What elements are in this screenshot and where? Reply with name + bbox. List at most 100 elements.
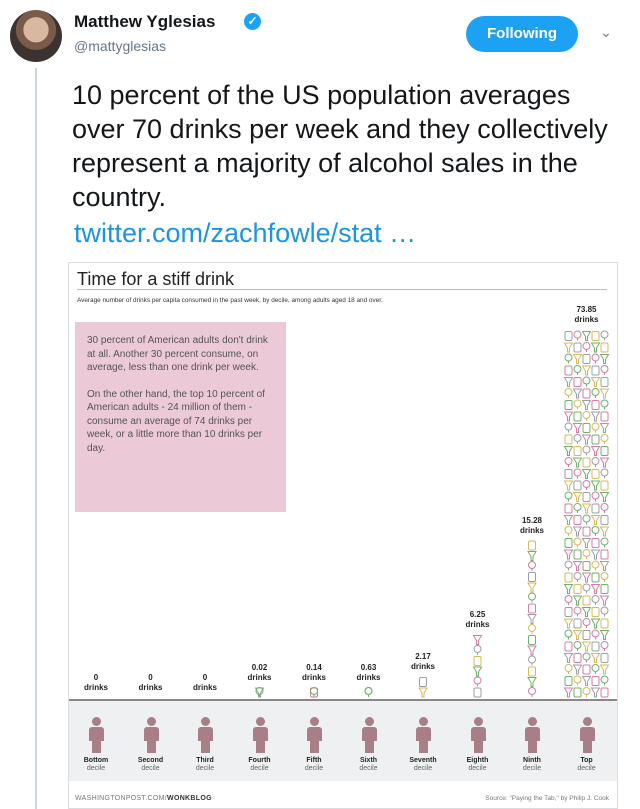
drink-glyph	[563, 687, 574, 698]
drink-glyph	[590, 446, 601, 456]
value-label: 0.63 drinks	[356, 662, 381, 682]
chart-image-card[interactable]: Time for a stiff drink Average number of…	[68, 262, 618, 809]
drink-glyph	[564, 595, 573, 605]
verified-badge-icon: ✓	[244, 13, 261, 30]
drink-glyph	[473, 687, 482, 698]
drink-glyph	[573, 687, 582, 698]
drink-glyph	[564, 434, 573, 445]
decile-label: Seventh decile	[409, 757, 437, 772]
drink-glyph	[564, 400, 573, 410]
drink-glyph	[582, 423, 591, 433]
drink-glyph	[573, 399, 582, 410]
author-handle[interactable]: @mattyglesias	[74, 38, 167, 54]
drink-glyph	[581, 572, 592, 583]
drink-glyph	[590, 653, 601, 663]
drink-glyph	[590, 411, 601, 422]
drink-glyph	[582, 445, 591, 456]
drink-glyph	[600, 653, 609, 663]
drink-glyph	[600, 515, 609, 525]
decile-label: Fourth decile	[248, 757, 271, 772]
drink-glyph	[591, 572, 600, 583]
drink-glyph	[591, 469, 600, 479]
drink-glyph	[472, 635, 483, 645]
drink-glyph	[473, 645, 482, 655]
drink-glyph	[564, 676, 573, 686]
drink-glyph	[527, 582, 537, 593]
drink-glyph	[600, 503, 609, 513]
drink-glyph	[563, 515, 574, 525]
drink-glyph	[564, 572, 573, 583]
drink-glyph	[599, 423, 610, 433]
drink-glyph	[564, 526, 573, 536]
drink-glyph	[600, 365, 609, 375]
drink-glyph	[582, 354, 591, 364]
drink-glyph	[563, 618, 574, 629]
person-icon	[88, 717, 104, 753]
drink-glyph	[599, 526, 610, 537]
drink-glyph	[600, 377, 609, 387]
drink-glyph	[573, 549, 582, 560]
thread-line	[35, 68, 37, 809]
drink-glyph	[572, 354, 583, 364]
drink-glyph	[582, 388, 591, 399]
drink-glyph	[581, 365, 592, 376]
drink-glyph	[573, 618, 582, 629]
drink-glyph	[590, 549, 601, 560]
drink-glyph	[564, 607, 573, 617]
drink-glyph	[581, 469, 592, 479]
drink-glyph	[563, 411, 574, 422]
drink-glyph	[564, 664, 573, 674]
drink-glyph	[591, 526, 600, 536]
drink-glyph	[591, 641, 600, 652]
chevron-down-icon[interactable]: ⌄	[600, 24, 612, 40]
drink-glyph	[573, 468, 582, 479]
author-name[interactable]: Matthew Yglesias	[74, 12, 216, 31]
drink-glyph	[581, 676, 592, 686]
drink-glyph	[600, 330, 609, 341]
drink-glyph	[573, 480, 582, 491]
drink-glyph	[581, 607, 592, 617]
people-strip	[69, 701, 617, 781]
drink-glyph	[563, 342, 574, 353]
drink-glyph	[590, 687, 601, 698]
author-avatar[interactable]	[10, 10, 62, 62]
drink-glyph	[564, 469, 573, 479]
drink-glyph	[590, 618, 601, 629]
decile-label: Fifth decile	[304, 757, 324, 772]
drink-glyph	[255, 687, 264, 697]
decile-label: Eighth decile	[466, 757, 489, 772]
drink-glyph	[564, 538, 573, 548]
tweet-link[interactable]: twitter.com/zachfowle/stat …	[74, 218, 417, 248]
drink-glyph	[600, 675, 609, 686]
drink-glyph	[528, 572, 536, 582]
drink-glyph	[591, 491, 600, 502]
value-label: 0 drinks	[83, 673, 108, 692]
drink-glyph	[590, 584, 601, 594]
drink-glyph	[528, 624, 536, 634]
drink-glyph	[590, 480, 601, 491]
drink-glyph	[528, 655, 536, 666]
decile-label: Bottom decile	[83, 757, 109, 772]
drink-glyph	[473, 656, 482, 666]
person-icon	[143, 717, 159, 753]
decile-label: Sixth decile	[359, 757, 378, 772]
value-label: 6.25 drinks	[465, 610, 490, 629]
drink-glyph	[582, 583, 591, 594]
drink-glyph	[591, 595, 600, 605]
drink-glyph	[573, 365, 582, 375]
drink-glyph	[310, 687, 318, 697]
annotation-paragraph-1: 30 percent of American adults don't drin…	[87, 335, 268, 373]
person-icon	[252, 717, 268, 753]
drink-glyph	[591, 607, 600, 617]
title-divider	[77, 289, 607, 290]
drink-glyph	[599, 354, 610, 364]
drink-glyph	[582, 652, 591, 663]
drink-glyph	[573, 515, 582, 525]
drink-glyph	[564, 491, 573, 502]
drink-glyph	[573, 675, 582, 686]
drink-glyph	[582, 514, 591, 525]
drink-glyph	[600, 537, 609, 548]
drink-glyph	[573, 641, 582, 651]
drink-glyph	[591, 365, 600, 376]
following-button[interactable]: Following	[466, 16, 578, 52]
